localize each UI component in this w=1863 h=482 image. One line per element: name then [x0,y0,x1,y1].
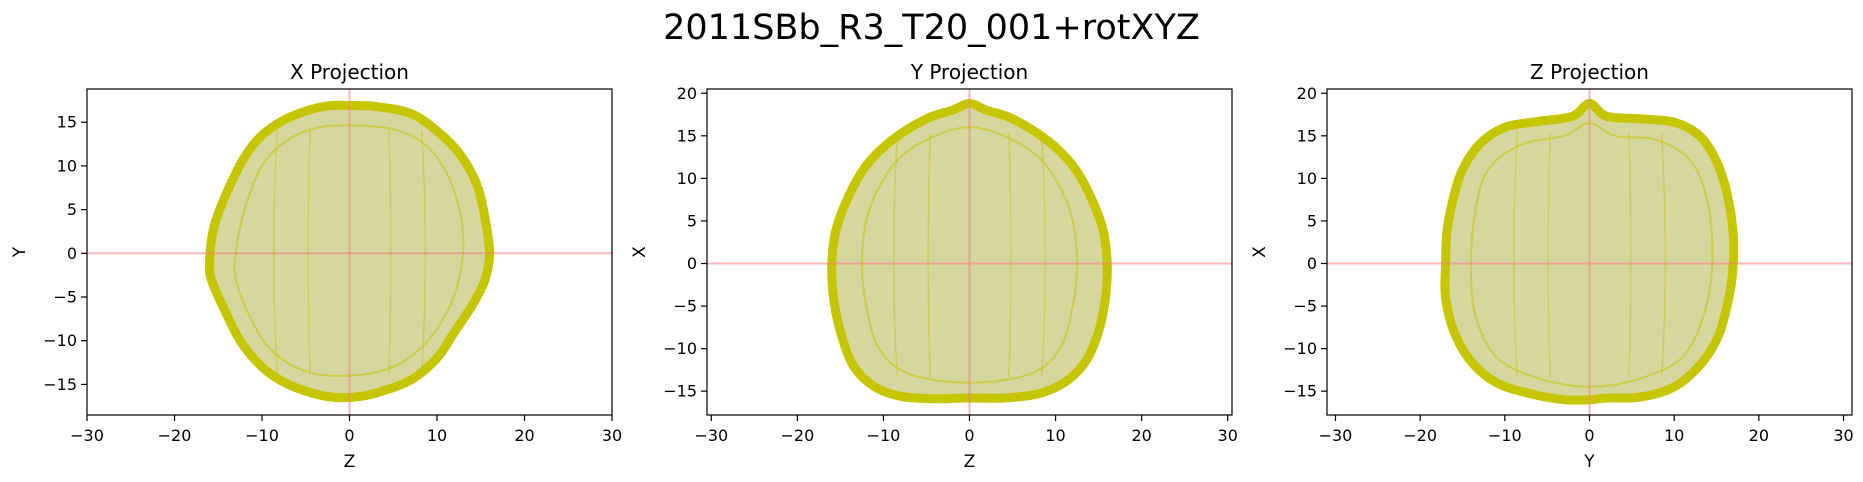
projection-inner-contour-2 [860,126,1079,384]
x-tick-label-2: −20 [780,426,814,445]
x-axis-label-1: Z [344,452,356,472]
x-tick-label-3: 0 [1584,426,1594,445]
y-tick-label-1: −10 [43,331,77,350]
y-axis-label-3: X [1250,246,1270,258]
y-tick-label-1: 0 [67,244,77,263]
x-tick-label-3: 10 [1664,426,1684,445]
y-tick-label-3: −15 [1283,382,1317,401]
projection-streak-2-2 [927,132,931,378]
panel-title-3: Z Projection [1530,60,1649,84]
y-tick-label-2: 10 [677,169,697,188]
projection-inner-contour-1 [233,124,465,377]
x-tick-label-2: 20 [1131,426,1151,445]
y-tick-label-3: 0 [1307,254,1317,273]
x-tick-label-2: −10 [867,426,901,445]
projection-streak-3-4 [1660,132,1667,378]
x-tick-label-2: 30 [1218,426,1238,445]
plot-area-2 [707,89,1232,415]
x-tick-label-3: −10 [1488,426,1522,445]
x-tick-label-1: −20 [158,426,192,445]
y-tick-label-1: 5 [67,200,77,219]
panel-title-2: Y Projection [910,60,1028,84]
x-tick-label-2: −30 [694,426,728,445]
y-tick-label-2: −10 [663,339,697,358]
x-tick-label-3: 30 [1833,426,1853,445]
x-tick-label-1: −10 [245,426,279,445]
projection-streak-3-3 [1628,132,1632,378]
y-tick-label-1: 10 [57,156,77,175]
projection-streak-2-3 [1008,132,1012,378]
y-tick-label-2: −15 [663,382,697,401]
projection-streak-3-2 [1547,132,1551,378]
projection-inner-contour-3 [1469,121,1714,388]
y-tick-label-2: 0 [687,254,697,273]
x-tick-label-2: 10 [1045,426,1065,445]
y-tick-label-3: −10 [1283,339,1317,358]
projection-streak-2-1 [892,132,899,378]
plot-area-3 [1327,89,1852,415]
panel-title-1: X Projection [290,60,409,84]
y-tick-label-3: 5 [1307,211,1317,230]
x-tick-label-1: 30 [602,426,622,445]
x-tick-label-1: −30 [70,426,104,445]
figure-title: 2011SBb_R3_T20_001+rotXYZ [663,8,1200,48]
y-tick-label-1: −5 [53,288,77,307]
x-tick-label-3: −20 [1403,426,1437,445]
x-tick-label-1: 10 [427,426,447,445]
y-tick-label-3: 20 [1297,84,1317,103]
plot-area-1 [87,89,612,415]
panel-3: −30 −20 −10 0 10 20 30 −15 −10 −5 0 5 10 15 20 Z Projec… [1250,60,1854,472]
panel-1: −30 −20 −10 0 10 20 30 −15 −10 −5 0 5 10 15 X Projecti… [10,60,622,472]
y-tick-label-3: 10 [1297,169,1317,188]
y-tick-label-3: −5 [1293,297,1317,316]
y-tick-label-3: 15 [1297,126,1317,145]
y-tick-label-1: −15 [43,375,77,394]
x-tick-label-1: 0 [344,426,354,445]
panel-2: −30 −20 −10 0 10 20 30 −15 −10 −5 0 5 10 15 20 Y Projec… [630,60,1238,472]
x-tick-label-3: 20 [1749,426,1769,445]
y-tick-label-2: 15 [677,126,697,145]
y-axis-label-2: X [630,246,650,258]
x-tick-label-2: 0 [964,426,974,445]
x-axis-label-3: Y [1583,452,1595,472]
projection-streak-3-1 [1512,132,1519,378]
y-tick-label-1: 15 [57,113,77,132]
y-tick-label-2: 20 [677,84,697,103]
x-tick-label-3: −30 [1319,426,1353,445]
y-tick-label-2: 5 [687,211,697,230]
y-tick-label-2: −5 [673,297,697,316]
x-axis-label-2: Z [964,452,976,472]
y-axis-label-1: Y [10,246,30,258]
x-tick-label-1: 20 [514,426,534,445]
projection-streak-2-4 [1040,132,1047,378]
